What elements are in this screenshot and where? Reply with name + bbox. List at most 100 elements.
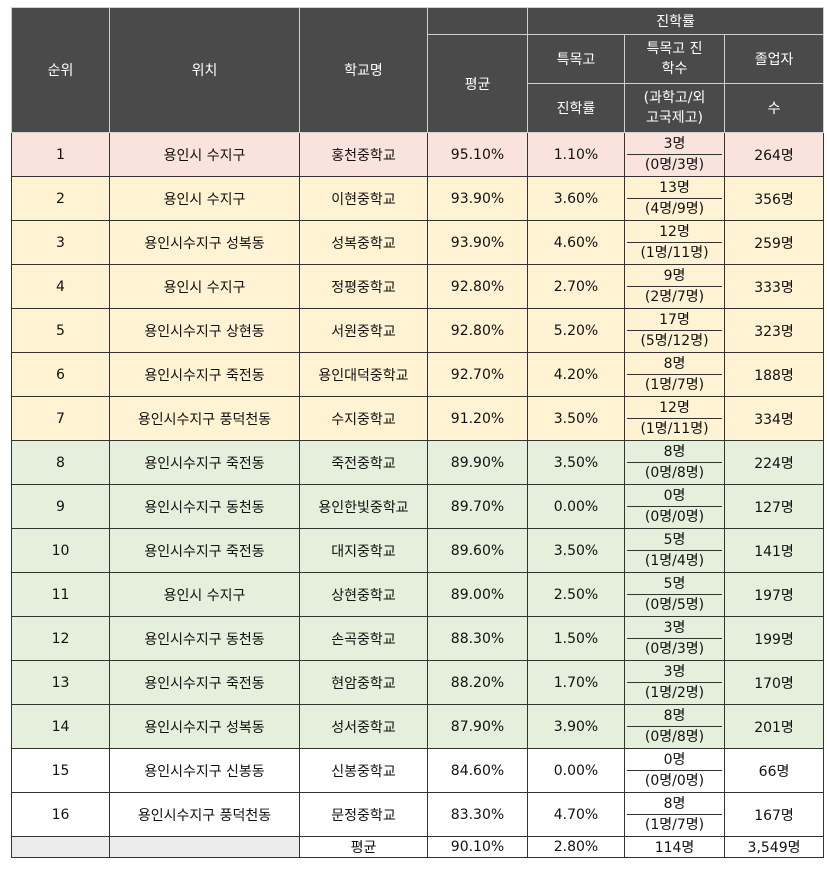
cell-school: 성복중학교 <box>299 220 428 265</box>
cell-admit-breakdown: (1명/11명) <box>640 421 709 437</box>
header-special-count-top-line1: 특목고 진 <box>646 41 703 57</box>
cell-school: 용인대덕중학교 <box>299 352 428 397</box>
table-row: 1 용인시 수지구 홍천중학교 95.10% 1.10% 3명 (0명/3명) 264명 <box>11 132 825 177</box>
header-graduates-top: 졸업자 <box>723 34 825 84</box>
cell-admit: 8명 (1명/7명) <box>624 792 725 837</box>
cell-admit-total: 3명 <box>627 662 722 683</box>
cell-admit-breakdown: (1명/11명) <box>640 245 709 261</box>
cell-location: 용인시수지구 상현동 <box>109 308 300 353</box>
cell-graduates: 334명 <box>723 396 825 441</box>
cell-rank: 5 <box>11 308 110 353</box>
cell-admit-breakdown: (0명/3명) <box>644 157 705 173</box>
cell-graduates: 66명 <box>723 748 825 793</box>
cell-school: 상현중학교 <box>299 572 428 617</box>
table-row: 4 용인시 수지구 정평중학교 92.80% 2.70% 9명 (2명/7명) 333명 <box>11 264 825 309</box>
cell-admit-total: 5명 <box>627 530 722 551</box>
cell-graduates: 201명 <box>723 704 825 749</box>
table-row: 6 용인시수지구 죽전동 용인대덕중학교 92.70% 4.20% 8명 (1명/7명) 18… <box>11 352 825 397</box>
cell-graduates: 259명 <box>723 220 825 265</box>
table-row: 9 용인시수지구 동천동 용인한빛중학교 89.70% 0.00% 0명 (0명/0명) 12… <box>11 484 825 529</box>
cell-graduates: 127명 <box>723 484 825 529</box>
cell-location: 용인시수지구 풍덕천동 <box>109 792 300 837</box>
cell-location: 용인시수지구 성복동 <box>109 704 300 749</box>
cell-special-rate: 3.50% <box>527 528 625 573</box>
cell-admit-breakdown: (0명/0명) <box>644 509 705 525</box>
cell-special-rate: 3.50% <box>527 440 625 485</box>
cell-average: 89.00% <box>427 572 528 617</box>
cell-admit-breakdown: (1명/7명) <box>644 377 705 393</box>
cell-location: 용인시수지구 신봉동 <box>109 748 300 793</box>
cell-admit-total: 8명 <box>627 794 722 815</box>
cell-admit-total: 3명 <box>627 618 722 639</box>
cell-graduates: 141명 <box>723 528 825 573</box>
table-row: 2 용인시 수지구 이현중학교 93.90% 3.60% 13명 (4명/9명) 356명 <box>11 176 825 221</box>
cell-special-rate: 2.70% <box>527 264 625 309</box>
cell-admit-breakdown: (0명/3명) <box>644 641 705 657</box>
cell-admit-breakdown: (5명/12명) <box>640 333 709 349</box>
average-row-graduates: 3,549명 <box>723 836 825 858</box>
cell-average: 88.30% <box>427 616 528 661</box>
cell-location: 용인시 수지구 <box>109 572 300 617</box>
cell-average: 84.60% <box>427 748 528 793</box>
cell-admit-total: 8명 <box>627 354 722 375</box>
cell-school: 죽전중학교 <box>299 440 428 485</box>
cell-location: 용인시 수지구 <box>109 264 300 309</box>
cell-rank: 14 <box>11 704 110 749</box>
cell-admit: 8명 (1명/7명) <box>624 352 725 397</box>
cell-school: 용인한빛중학교 <box>299 484 428 529</box>
header-rank: 순위 <box>11 7 110 133</box>
cell-school: 대지중학교 <box>299 528 428 573</box>
cell-rank: 15 <box>11 748 110 793</box>
header-blank <box>427 7 528 35</box>
cell-school: 손곡중학교 <box>299 616 428 661</box>
header-special-count-bottom-line2: 고국제고) <box>646 110 703 126</box>
cell-rank: 12 <box>11 616 110 661</box>
cell-average: 87.90% <box>427 704 528 749</box>
cell-special-rate: 3.50% <box>527 396 625 441</box>
header-group-admission: 진학률 <box>526 7 825 35</box>
cell-admit-total: 3명 <box>627 134 722 155</box>
header-special-rate-top: 특목고 <box>527 34 625 84</box>
cell-location: 용인시 수지구 <box>109 176 300 221</box>
cell-rank: 9 <box>11 484 110 529</box>
cell-location: 용인시수지구 동천동 <box>109 484 300 529</box>
cell-school: 신봉중학교 <box>299 748 428 793</box>
cell-average: 83.30% <box>427 792 528 837</box>
cell-admit-breakdown: (1명/2명) <box>644 685 705 701</box>
cell-location: 용인시수지구 죽전동 <box>109 440 300 485</box>
cell-average: 89.70% <box>427 484 528 529</box>
cell-admit-breakdown: (0명/8명) <box>644 465 705 481</box>
cell-school: 정평중학교 <box>299 264 428 309</box>
cell-location: 용인시 수지구 <box>109 132 300 177</box>
cell-rank: 6 <box>11 352 110 397</box>
cell-admit-total: 12명 <box>627 398 722 419</box>
cell-graduates: 224명 <box>723 440 825 485</box>
cell-rank: 2 <box>11 176 110 221</box>
header-graduates-bottom: 수 <box>723 83 825 133</box>
cell-admit-total: 0명 <box>627 486 722 507</box>
cell-average: 92.80% <box>427 308 528 353</box>
cell-rank: 16 <box>11 792 110 837</box>
cell-graduates: 264명 <box>723 132 825 177</box>
cell-special-rate: 5.20% <box>527 308 625 353</box>
cell-special-rate: 0.00% <box>527 484 625 529</box>
table-row: 12 용인시수지구 동천동 손곡중학교 88.30% 1.50% 3명 (0명/3명) 199… <box>11 616 825 661</box>
average-row-blank-location <box>109 836 300 858</box>
cell-special-rate: 4.70% <box>527 792 625 837</box>
cell-location: 용인시수지구 풍덕천동 <box>109 396 300 441</box>
cell-admit: 3명 (0명/3명) <box>624 132 725 177</box>
average-row-special-rate: 2.80% <box>527 836 625 858</box>
cell-admit-breakdown: (0명/0명) <box>644 773 705 789</box>
cell-special-rate: 2.50% <box>527 572 625 617</box>
cell-average: 93.90% <box>427 220 528 265</box>
cell-admit: 3명 (1명/2명) <box>624 660 725 705</box>
cell-admit-breakdown: (0명/5명) <box>644 597 705 613</box>
average-row-average: 90.10% <box>427 836 528 858</box>
cell-average: 92.80% <box>427 264 528 309</box>
cell-admit: 12명 (1명/11명) <box>624 220 725 265</box>
cell-special-rate: 0.00% <box>527 748 625 793</box>
table-row: 5 용인시수지구 상현동 서원중학교 92.80% 5.20% 17명 (5명/12명) 32… <box>11 308 825 353</box>
cell-admit-total: 12명 <box>627 222 722 243</box>
header-average: 평균 <box>427 34 528 133</box>
cell-admit-total: 5명 <box>627 574 722 595</box>
